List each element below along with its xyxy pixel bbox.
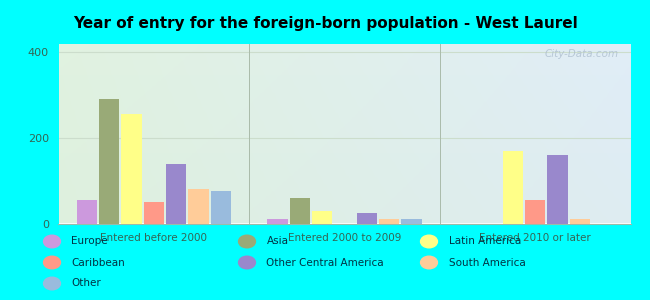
Text: Europe: Europe [72, 236, 108, 247]
Bar [166, 164, 186, 224]
Bar [379, 219, 399, 224]
Text: Year of entry for the foreign-born population - West Laurel: Year of entry for the foreign-born popul… [73, 16, 577, 32]
Bar [312, 211, 332, 224]
Bar [503, 151, 523, 224]
Text: Other Central America: Other Central America [266, 257, 384, 268]
Bar [122, 114, 142, 224]
Bar [188, 189, 209, 224]
Text: South America: South America [448, 257, 525, 268]
Bar [211, 191, 231, 224]
Bar [357, 213, 377, 224]
Bar [290, 198, 310, 224]
Text: Latin America: Latin America [448, 236, 521, 247]
Bar [547, 155, 567, 224]
Bar [525, 200, 545, 224]
Text: City-Data.com: City-Data.com [545, 49, 619, 59]
Bar [402, 219, 422, 224]
Bar [267, 219, 287, 224]
Bar [77, 200, 97, 224]
Text: Caribbean: Caribbean [72, 257, 125, 268]
Text: Other: Other [72, 278, 101, 289]
Bar [144, 202, 164, 224]
Bar [570, 219, 590, 224]
Text: Asia: Asia [266, 236, 289, 247]
Bar [99, 99, 119, 224]
